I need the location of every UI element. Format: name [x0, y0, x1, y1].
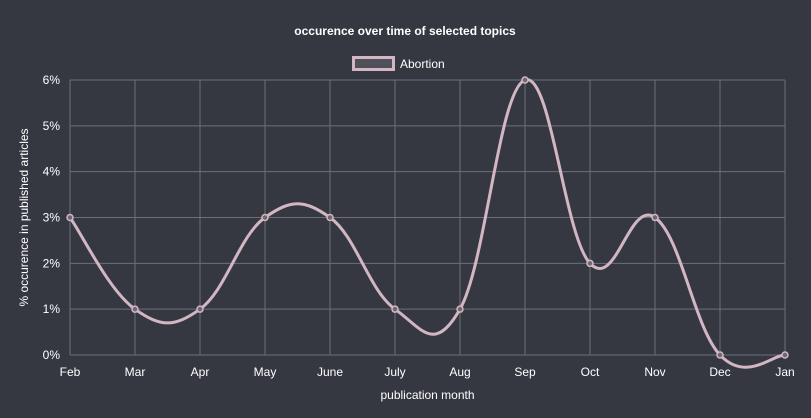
legend[interactable]: Abortion: [352, 56, 445, 71]
x-tick-label-dec: Dec: [709, 365, 730, 379]
x-tick-label-jan: Jan: [775, 365, 794, 379]
x-tick-label-mar: Mar: [125, 365, 146, 379]
data-point-apr[interactable]: [196, 305, 204, 313]
x-tick-label-july: July: [384, 365, 405, 379]
data-point-nov[interactable]: [651, 213, 659, 222]
legend-swatch: [352, 56, 395, 71]
x-tick-label-may: May: [254, 365, 277, 379]
data-point-jan[interactable]: [781, 351, 789, 359]
data-point-mar[interactable]: [131, 305, 139, 313]
x-tick-label-apr: Apr: [191, 365, 210, 379]
data-point-oct[interactable]: [586, 259, 594, 268]
data-point-aug[interactable]: [456, 305, 464, 313]
x-tick-label-aug: Aug: [449, 365, 470, 379]
y-tick-label-4: 4%: [43, 165, 61, 179]
data-point-may[interactable]: [261, 213, 269, 222]
data-point-june[interactable]: [326, 213, 334, 222]
data-point-dec[interactable]: [716, 351, 724, 359]
y-tick-label-3: 3%: [43, 211, 61, 225]
y-tick-label-1: 1%: [43, 302, 61, 316]
y-axis-label: % occurence in published articles: [17, 128, 31, 306]
x-tick-label-feb: Feb: [60, 365, 81, 379]
y-tick-label-0: 0%: [43, 348, 61, 362]
x-tick-label-june: June: [317, 365, 343, 379]
data-point-feb[interactable]: [66, 213, 74, 222]
chart-title: occurence over time of selected topics: [294, 24, 516, 38]
x-tick-label-sep: Sep: [514, 365, 536, 379]
y-tick-label-6: 6%: [43, 73, 61, 87]
x-tick-label-nov: Nov: [644, 365, 665, 379]
x-axis-label: publication month: [380, 388, 474, 402]
y-axis-ticks: 0% 1% 2% 3% 4% 5% 6%: [43, 73, 61, 362]
legend-label-abortion: Abortion: [400, 57, 445, 71]
data-point-sep[interactable]: [521, 76, 529, 84]
x-tick-label-oct: Oct: [581, 365, 600, 379]
data-points: [66, 76, 789, 359]
y-tick-label-2: 2%: [43, 256, 61, 270]
y-tick-label-5: 5%: [43, 119, 61, 133]
data-point-july[interactable]: [391, 305, 399, 313]
x-axis-ticks: Feb Mar Apr May June July Aug Sep Oct Nov Dec Jan: [60, 365, 795, 379]
